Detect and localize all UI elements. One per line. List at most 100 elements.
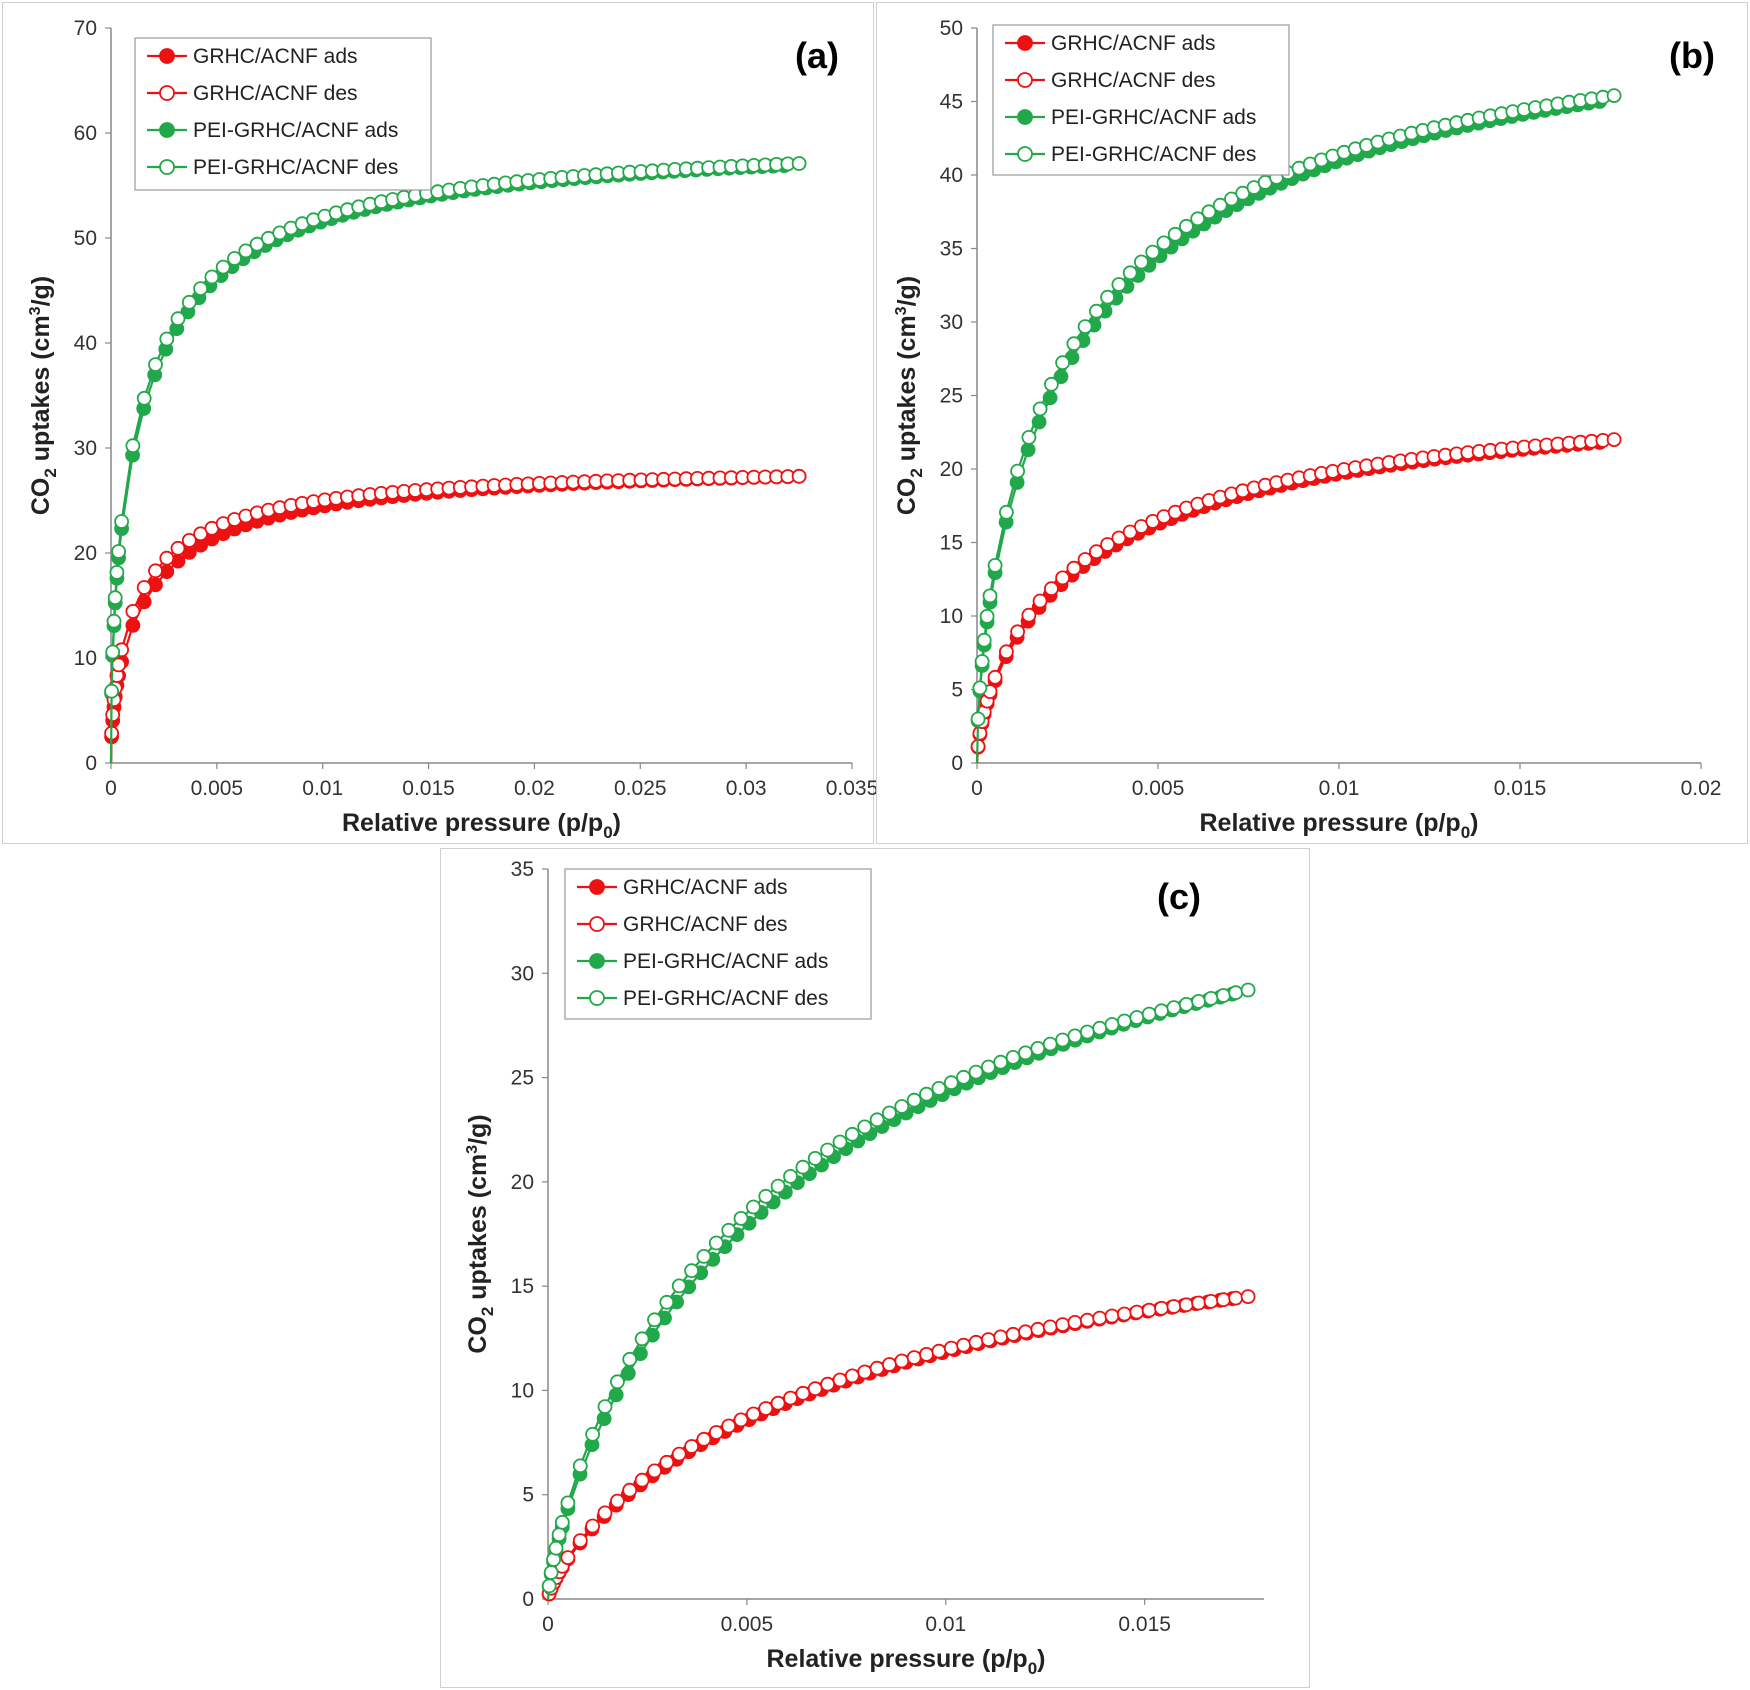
series-pei-grhc-acnf-ads (541, 986, 1240, 1600)
data-point (684, 1439, 700, 1454)
data-point (972, 680, 988, 696)
data-point (1104, 1308, 1120, 1324)
panel-a: 0 0.005 0.01 0.015 0.02 0.025 0.03 0.035 0 10 20 30… (2, 2, 878, 844)
data-point (1032, 401, 1048, 417)
data-point (791, 156, 807, 171)
data-point (1104, 1017, 1120, 1032)
series-line (975, 100, 1600, 764)
legend-label: GRHC/ACNF ads (623, 876, 788, 899)
series-line (975, 441, 1600, 764)
data-point (1203, 1293, 1219, 1309)
data-point (1030, 1040, 1046, 1056)
y-tick-label: 10 (940, 605, 963, 628)
data-point (1066, 560, 1082, 576)
series-line (109, 164, 785, 764)
data-point (1092, 1310, 1108, 1326)
data-point (1043, 581, 1059, 597)
data-point (1055, 355, 1071, 371)
data-point (125, 438, 141, 454)
data-point (770, 1395, 786, 1411)
data-point (148, 357, 163, 373)
legend-marker (589, 879, 605, 895)
series-pei-grhc-acnf-ads (104, 158, 792, 764)
data-point (1010, 624, 1026, 640)
data-point (109, 565, 125, 580)
y-tick-label: 0 (951, 752, 963, 775)
data-point (1055, 1032, 1070, 1048)
x-axis-title: Relative pressure (p/p0) (766, 1645, 1045, 1678)
data-point (148, 563, 163, 579)
panel-label: (a) (795, 35, 839, 76)
data-point (684, 1263, 700, 1279)
data-point (1077, 319, 1093, 335)
data-point (881, 1357, 897, 1372)
data-point (1055, 570, 1071, 586)
y-tick-label: 35 (940, 238, 963, 261)
data-point (1606, 432, 1622, 448)
data-point (1167, 226, 1183, 242)
x-tick-label: 0 (542, 1613, 554, 1636)
series-grhc-acnf-ads (104, 468, 807, 764)
data-point (1145, 244, 1161, 260)
data-point (671, 1278, 687, 1294)
data-point (136, 390, 152, 406)
data-point (572, 1533, 588, 1548)
series-grhc-acnf-des (970, 432, 1622, 764)
data-point (597, 1399, 613, 1414)
data-point (869, 1360, 885, 1376)
data-point (597, 1505, 613, 1521)
data-point (1154, 1003, 1169, 1019)
data-point (107, 590, 123, 606)
data-point (982, 588, 998, 604)
data-point (783, 1168, 798, 1184)
legend-label: PEI-GRHC/ACNF ads (193, 119, 398, 142)
data-point (943, 1075, 959, 1091)
data-point (647, 1463, 662, 1479)
legend-label: GRHC/ACNF ads (193, 45, 358, 68)
data-point (136, 580, 152, 595)
data-point (622, 1351, 638, 1367)
series-pei-grhc-acnf-des (541, 982, 1256, 1600)
data-point (919, 1346, 934, 1362)
data-point (758, 1401, 774, 1416)
data-point (931, 1343, 947, 1359)
data-point (114, 514, 129, 529)
legend-label: GRHC/ACNF des (193, 82, 358, 105)
data-point (807, 1150, 823, 1166)
data-point (894, 1099, 910, 1114)
legend-label: PEI-GRHC/ACNF des (1051, 143, 1256, 166)
data-point (227, 251, 242, 266)
data-point (1032, 593, 1048, 609)
data-point (159, 550, 175, 566)
legend: GRHC/ACNF ads GRHC/ACNF des PEI-GRHC/ACNF … (992, 24, 1290, 176)
data-point (659, 1294, 675, 1310)
panel-b: 0 0.005 0.01 0.015 0.02 0 5 10 15 20 25 30 35 40 45 50 R… (876, 2, 1748, 844)
data-point (993, 1329, 1009, 1345)
legend-label: GRHC/ACNF des (623, 913, 788, 936)
chart-a: 0 0.005 0.01 0.015 0.02 0.025 0.03 0.035 0 10 20 30… (27, 17, 878, 842)
data-point (238, 243, 254, 259)
data-point (1216, 988, 1231, 1003)
data-point (170, 311, 186, 327)
data-point (215, 259, 231, 275)
data-point (1228, 1290, 1244, 1306)
data-point (647, 1312, 662, 1328)
data-point (1166, 1000, 1182, 1016)
data-point (1117, 1013, 1132, 1029)
data-point (1133, 254, 1149, 270)
y-tick-label: 50 (940, 17, 963, 40)
data-point (1079, 1312, 1095, 1328)
data-point (919, 1086, 934, 1102)
x-tick-label: 0.01 (302, 777, 343, 800)
data-point (554, 1514, 570, 1530)
y-tick-label: 35 (511, 858, 534, 881)
data-point (931, 1080, 947, 1096)
y-tick-label: 25 (511, 1067, 534, 1090)
legend-marker (1017, 109, 1033, 125)
data-point (671, 1446, 687, 1462)
data-point (979, 609, 995, 624)
data-point (1010, 463, 1026, 479)
data-point (1201, 204, 1217, 220)
y-tick-label: 15 (940, 532, 963, 555)
y-tick-label: 50 (74, 227, 97, 250)
